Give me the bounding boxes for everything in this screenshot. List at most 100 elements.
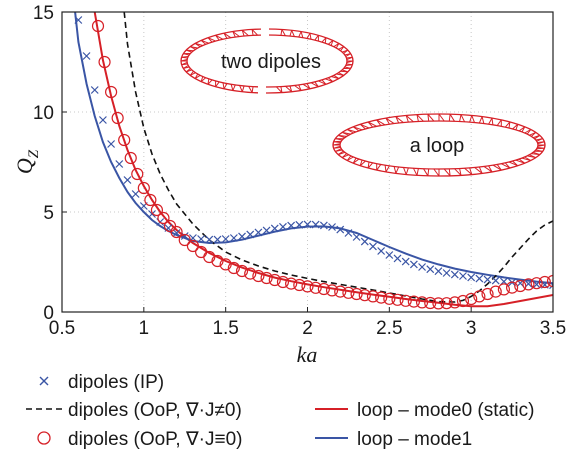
data-point — [186, 239, 200, 253]
data-point — [178, 233, 191, 247]
legend-label-dipoles-ip: dipoles (IP) — [68, 372, 164, 393]
data-point — [246, 230, 255, 239]
data-point — [391, 293, 404, 306]
data-point — [285, 277, 298, 290]
data-point — [456, 294, 470, 308]
legend-item-dipoles-oop-nonzero: dipoles (OoP, ∇·J≠0) — [26, 400, 242, 421]
y-tick-label: 5 — [43, 203, 54, 224]
data-point — [293, 278, 306, 292]
y-axis-label: QZ — [12, 149, 42, 174]
x-tick-label: 3.5 — [540, 318, 566, 339]
legend-label-loop-mode0: loop – mode0 (static) — [357, 400, 534, 421]
data-point — [205, 235, 214, 244]
data-point — [270, 224, 279, 233]
data-point — [385, 251, 394, 259]
x-tick-label: 1 — [139, 318, 150, 339]
data-point — [465, 292, 478, 306]
data-point — [375, 291, 388, 304]
two-dipoles-label: two dipoles — [221, 51, 321, 73]
data-point — [522, 278, 535, 291]
data-point — [172, 229, 181, 237]
data-point — [450, 270, 459, 279]
legend: dipoles (IP) dipoles (OoP, ∇·J≠0) dipole… — [26, 372, 534, 450]
data-point — [211, 254, 224, 268]
data-point — [336, 225, 345, 234]
data-point — [432, 297, 445, 310]
data-point — [131, 190, 140, 198]
data-point — [213, 235, 222, 244]
data-point — [514, 279, 527, 293]
y-axis-label-main: Q — [12, 158, 37, 174]
data-point — [244, 267, 257, 280]
series-loop-mode1 — [74, 12, 553, 285]
data-point — [434, 267, 443, 276]
data-point — [124, 151, 137, 165]
data-point — [295, 220, 304, 229]
data-point — [424, 296, 437, 310]
data-point — [546, 274, 553, 288]
y-axis-ticks: 0 5 10 15 — [33, 3, 67, 324]
data-point — [104, 85, 118, 99]
data-point — [483, 275, 492, 284]
data-point — [475, 274, 484, 283]
data-point — [268, 273, 281, 287]
data-point — [98, 55, 111, 69]
x-axis-label: ka — [297, 342, 318, 367]
y-tick-label: 10 — [33, 103, 54, 124]
legend-item-loop-mode0: loop – mode0 (static) — [315, 400, 534, 421]
data-point — [262, 226, 271, 235]
data-point — [118, 133, 131, 147]
x-marker-icon — [39, 376, 49, 386]
data-point — [144, 193, 157, 207]
data-point — [350, 287, 363, 301]
series-dipoles-oop-j-0 — [91, 19, 553, 310]
data-point — [538, 275, 551, 289]
x-axis-ticks: 0.5 1 1.5 2 2.5 3 3.5 — [49, 307, 566, 339]
data-point — [317, 282, 330, 296]
series-line — [93, 12, 553, 308]
data-point — [415, 296, 429, 309]
data-point — [334, 285, 347, 298]
circle-marker-icon — [37, 431, 51, 445]
loop-inset: a loop — [332, 113, 546, 177]
data-point — [148, 210, 156, 218]
data-point — [409, 260, 418, 269]
data-point — [489, 285, 502, 298]
data-point — [301, 280, 314, 293]
data-point — [82, 52, 91, 60]
data-point — [131, 167, 144, 181]
data-point — [170, 225, 183, 239]
data-point — [221, 235, 230, 243]
legend-item-dipoles-oop-zero: dipoles (OoP, ∇·J≡0) — [37, 429, 242, 450]
data-point — [497, 283, 510, 296]
data-point — [442, 269, 451, 277]
svg-text:QZ: QZ — [12, 149, 42, 174]
data-point — [137, 181, 150, 195]
data-point — [366, 290, 380, 303]
legend-item-loop-mode1: loop – mode1 — [315, 429, 472, 450]
data-point — [369, 242, 377, 251]
data-point — [197, 235, 206, 243]
data-point — [111, 111, 124, 125]
data-point — [505, 281, 519, 294]
data-point — [426, 265, 435, 274]
data-point — [279, 222, 287, 231]
y-tick-label: 0 — [43, 303, 54, 324]
data-point — [473, 290, 486, 303]
data-point — [448, 296, 461, 309]
data-point — [407, 295, 420, 308]
x-tick-label: 3 — [466, 318, 477, 339]
data-point — [401, 257, 410, 266]
data-point — [91, 19, 105, 33]
data-point — [276, 275, 290, 289]
data-point — [227, 261, 240, 275]
data-point — [98, 116, 107, 124]
x-tick-label: 1.5 — [212, 318, 238, 339]
data-point — [157, 211, 170, 225]
y-tick-label: 15 — [33, 3, 54, 24]
series-line — [74, 12, 553, 285]
data-point — [90, 86, 99, 94]
data-point — [252, 269, 265, 283]
data-point — [229, 234, 238, 242]
data-point — [319, 221, 328, 230]
